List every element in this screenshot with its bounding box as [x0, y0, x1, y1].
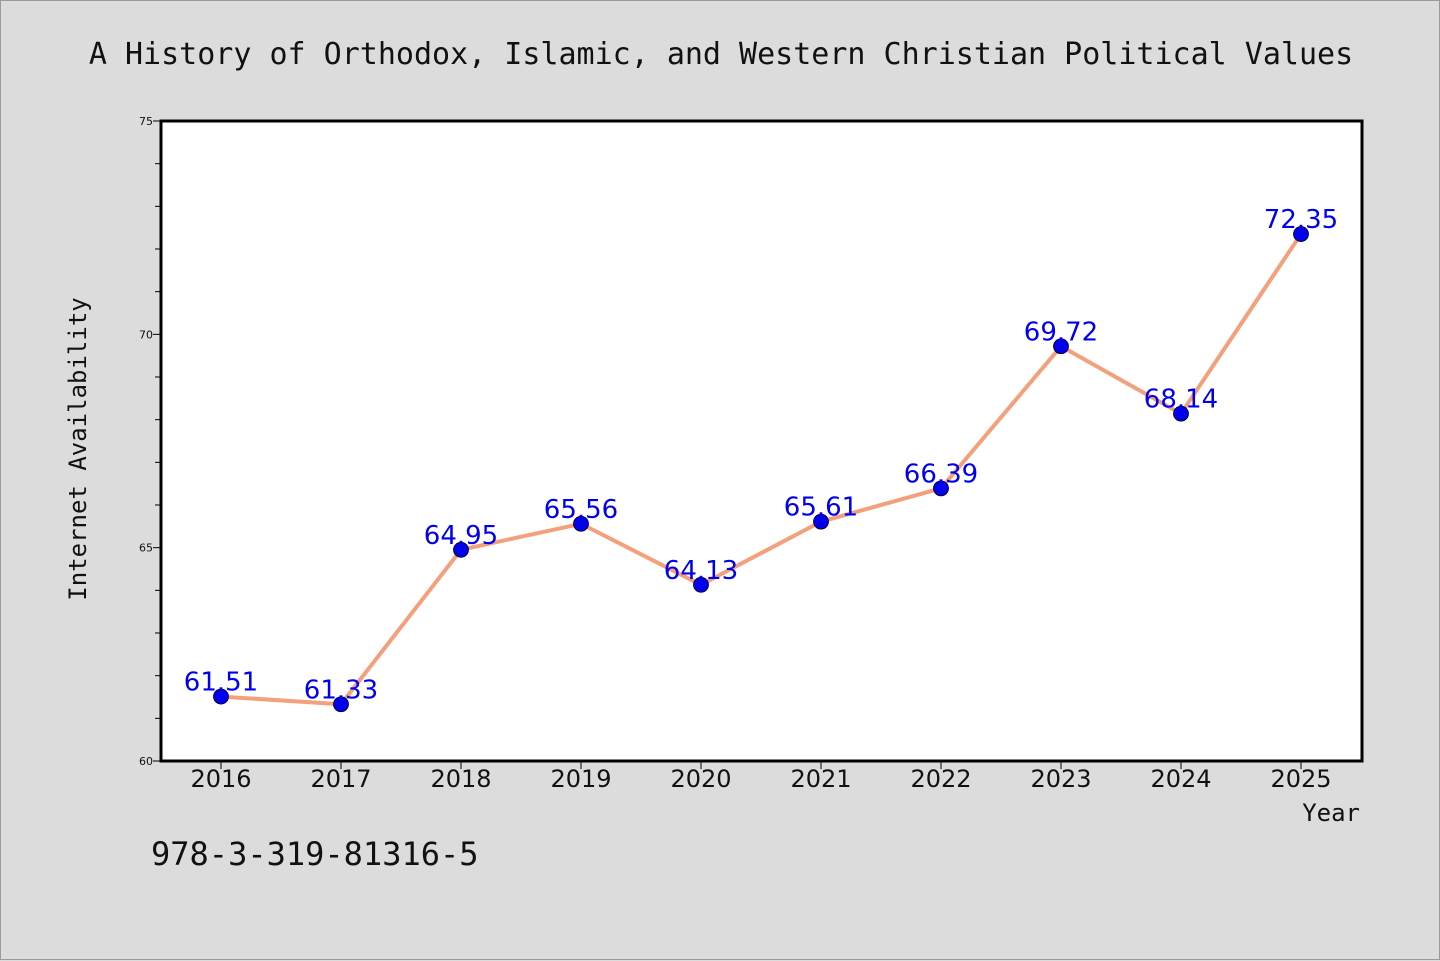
x-tick-label: 2023: [1030, 765, 1091, 793]
x-axis: 2016 2017 2018 2019 2020 2021 2022 2023 2024 2025: [190, 761, 1332, 793]
x-tick-label: 2017: [310, 765, 371, 793]
data-point: [693, 576, 709, 593]
chart-title: A History of Orthodox, Islamic, and West…: [89, 37, 1353, 72]
data-label: 66.39: [904, 459, 978, 489]
series-line: [220, 232, 1303, 707]
plot-area: [159, 119, 1364, 763]
x-tick-label: 2024: [1150, 765, 1211, 793]
data-point: [453, 541, 469, 558]
data-point: [1173, 405, 1189, 422]
data-point: [1053, 338, 1069, 355]
data-label: 61.33: [304, 675, 378, 705]
x-axis-label: Year: [1302, 799, 1360, 827]
x-tick-label: 2019: [550, 765, 611, 793]
x-tick-label: 2022: [910, 765, 971, 793]
y-tick-label: 75: [139, 115, 153, 128]
y-tick-label: 65: [139, 542, 153, 555]
data-label: 65.61: [784, 493, 858, 523]
y-tick-label: 70: [139, 328, 153, 341]
y-tick-label: 60: [139, 755, 153, 768]
x-tick-label: 2025: [1270, 765, 1331, 793]
x-tick-label: 2020: [670, 765, 731, 793]
x-tick-label: 2021: [790, 765, 851, 793]
y-axis-label: Internet Availability: [64, 297, 92, 600]
data-label: 61.51: [184, 668, 258, 698]
y-axis: 60 65 70 75: [139, 115, 161, 768]
x-tick-label: 2018: [430, 765, 491, 793]
data-label: 64.95: [424, 521, 498, 551]
data-point: [1293, 226, 1309, 242]
data-point: [813, 513, 829, 530]
data-point: [933, 480, 949, 497]
data-label: 69.72: [1024, 317, 1098, 347]
isbn-text: 978-3-319-81316-5: [151, 835, 479, 873]
x-tick-label: 2016: [190, 765, 251, 793]
data-label: 65.56: [544, 495, 618, 525]
data-label: 64.13: [664, 556, 738, 586]
data-label: 68.14: [1144, 385, 1218, 415]
data-point: [333, 696, 349, 713]
series-group: [213, 226, 1309, 713]
data-labels: 61.51 61.33 64.95 65.56 64.13 65.61 66.39 69.72…: [184, 205, 1338, 705]
data-point: [213, 688, 229, 705]
data-label: 72.35: [1264, 205, 1338, 235]
data-point: [573, 515, 589, 532]
